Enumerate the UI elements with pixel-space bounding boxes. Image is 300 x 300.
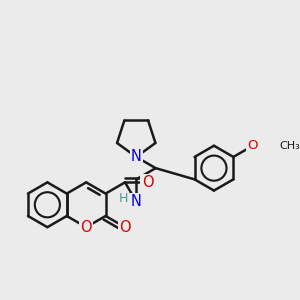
Text: H: H (119, 192, 129, 205)
Text: N: N (131, 149, 142, 164)
Text: O: O (142, 175, 153, 190)
Text: O: O (80, 220, 92, 235)
Text: O: O (119, 220, 131, 235)
Text: O: O (248, 139, 258, 152)
Text: N: N (131, 194, 142, 209)
Text: CH₃: CH₃ (279, 141, 300, 151)
